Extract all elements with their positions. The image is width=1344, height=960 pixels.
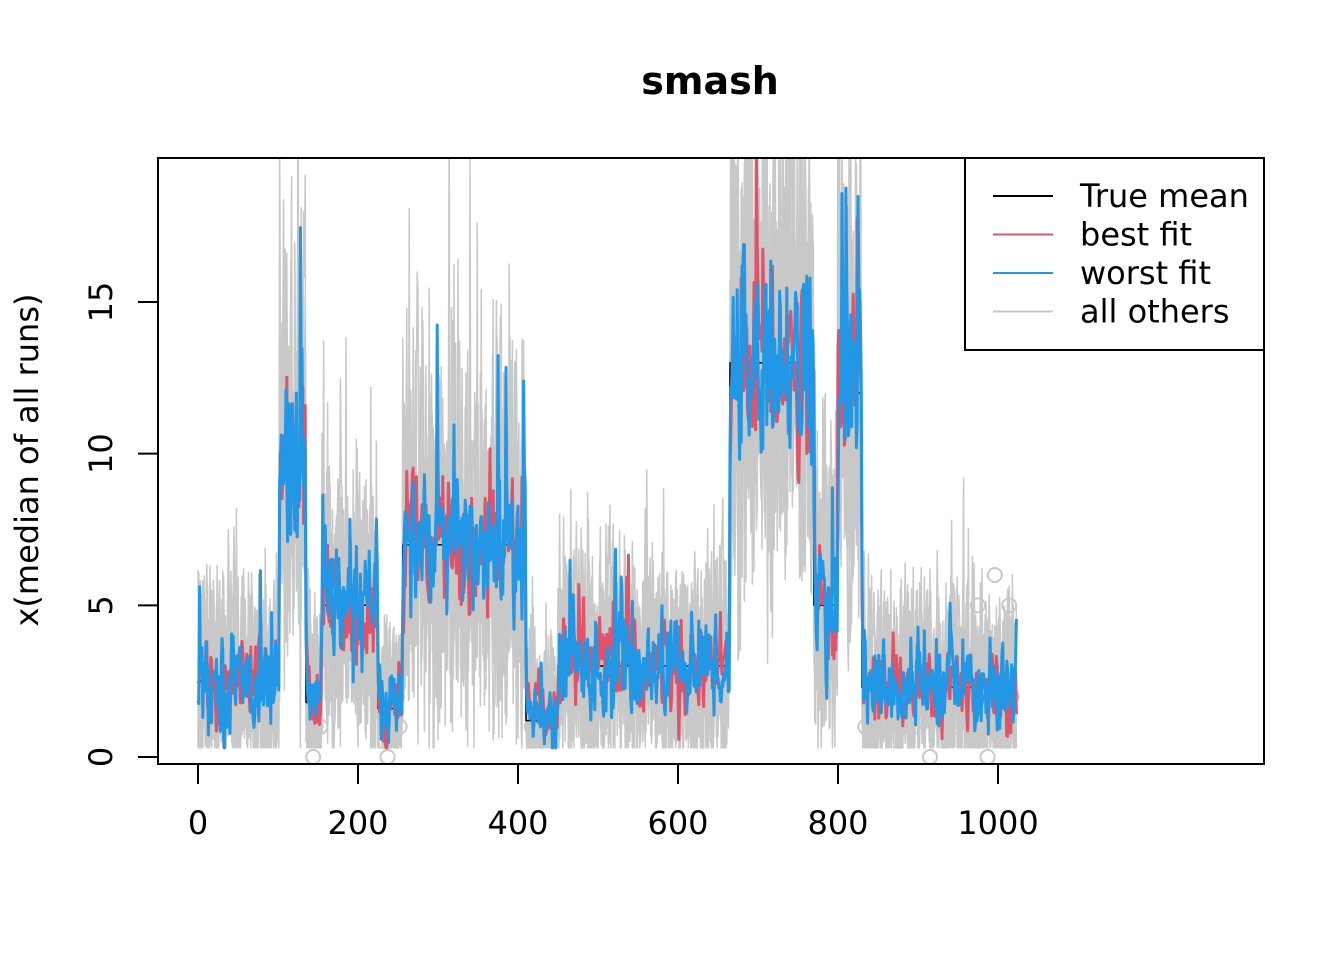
fit-lines xyxy=(196,158,1018,750)
legend-label: best fit xyxy=(1080,216,1192,254)
y-axis-label: x(median of all runs) xyxy=(8,294,46,627)
series-line-worst-fit xyxy=(196,186,1018,750)
y-axis: 0 5 10 15 xyxy=(82,282,159,767)
x-tick-label: 600 xyxy=(647,804,708,842)
x-tick-label: 800 xyxy=(807,804,868,842)
x-tick-label: 0 xyxy=(188,804,208,842)
observation-point xyxy=(379,749,396,764)
observation-point xyxy=(922,749,938,764)
x-tick-label: 200 xyxy=(327,804,388,842)
legend-label: True mean xyxy=(1079,177,1249,215)
y-tick-label: 15 xyxy=(82,282,120,323)
y-tick-label: 5 xyxy=(82,595,120,615)
legend-label: all others xyxy=(1080,293,1229,331)
y-tick-label: 10 xyxy=(82,433,120,474)
x-tick-label: 400 xyxy=(487,804,548,842)
plot-area xyxy=(196,158,1020,764)
x-axis: 0 200 400 600 800 1000 xyxy=(188,763,1039,842)
chart-title: smash xyxy=(641,59,779,103)
y-tick-label: 0 xyxy=(82,747,120,767)
observation-point xyxy=(305,749,322,764)
legend-label: worst fit xyxy=(1080,254,1211,292)
legend-box xyxy=(964,157,1265,351)
x-tick-label: 1000 xyxy=(957,804,1038,842)
observation-point xyxy=(979,749,996,764)
observation-point xyxy=(986,567,1003,583)
